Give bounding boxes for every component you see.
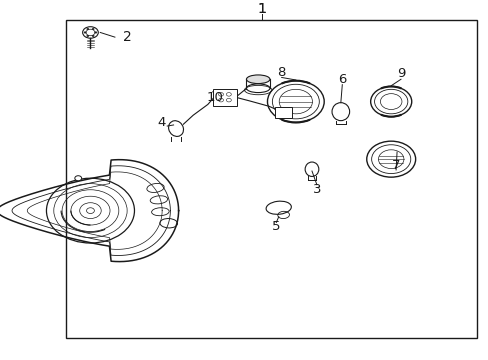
Circle shape	[92, 28, 94, 30]
Text: 4: 4	[157, 116, 165, 129]
Circle shape	[87, 28, 88, 30]
Text: 1: 1	[257, 2, 265, 16]
FancyBboxPatch shape	[213, 89, 236, 106]
Text: 9: 9	[396, 67, 405, 80]
Text: 1: 1	[257, 2, 265, 16]
Circle shape	[82, 27, 98, 38]
Circle shape	[87, 35, 88, 37]
Circle shape	[86, 29, 95, 36]
Circle shape	[84, 32, 86, 33]
Text: 6: 6	[337, 73, 346, 86]
Ellipse shape	[246, 84, 269, 93]
Circle shape	[92, 35, 94, 37]
Bar	[66, 20, 476, 338]
Text: 8: 8	[277, 66, 285, 78]
Circle shape	[95, 32, 97, 33]
Text: 5: 5	[271, 220, 280, 233]
Text: 7: 7	[391, 159, 400, 172]
Text: 3: 3	[312, 183, 321, 195]
Ellipse shape	[246, 75, 269, 84]
Text: 10: 10	[206, 91, 223, 104]
Circle shape	[75, 176, 81, 181]
Bar	[274, 107, 292, 118]
Text: 2: 2	[122, 30, 131, 44]
